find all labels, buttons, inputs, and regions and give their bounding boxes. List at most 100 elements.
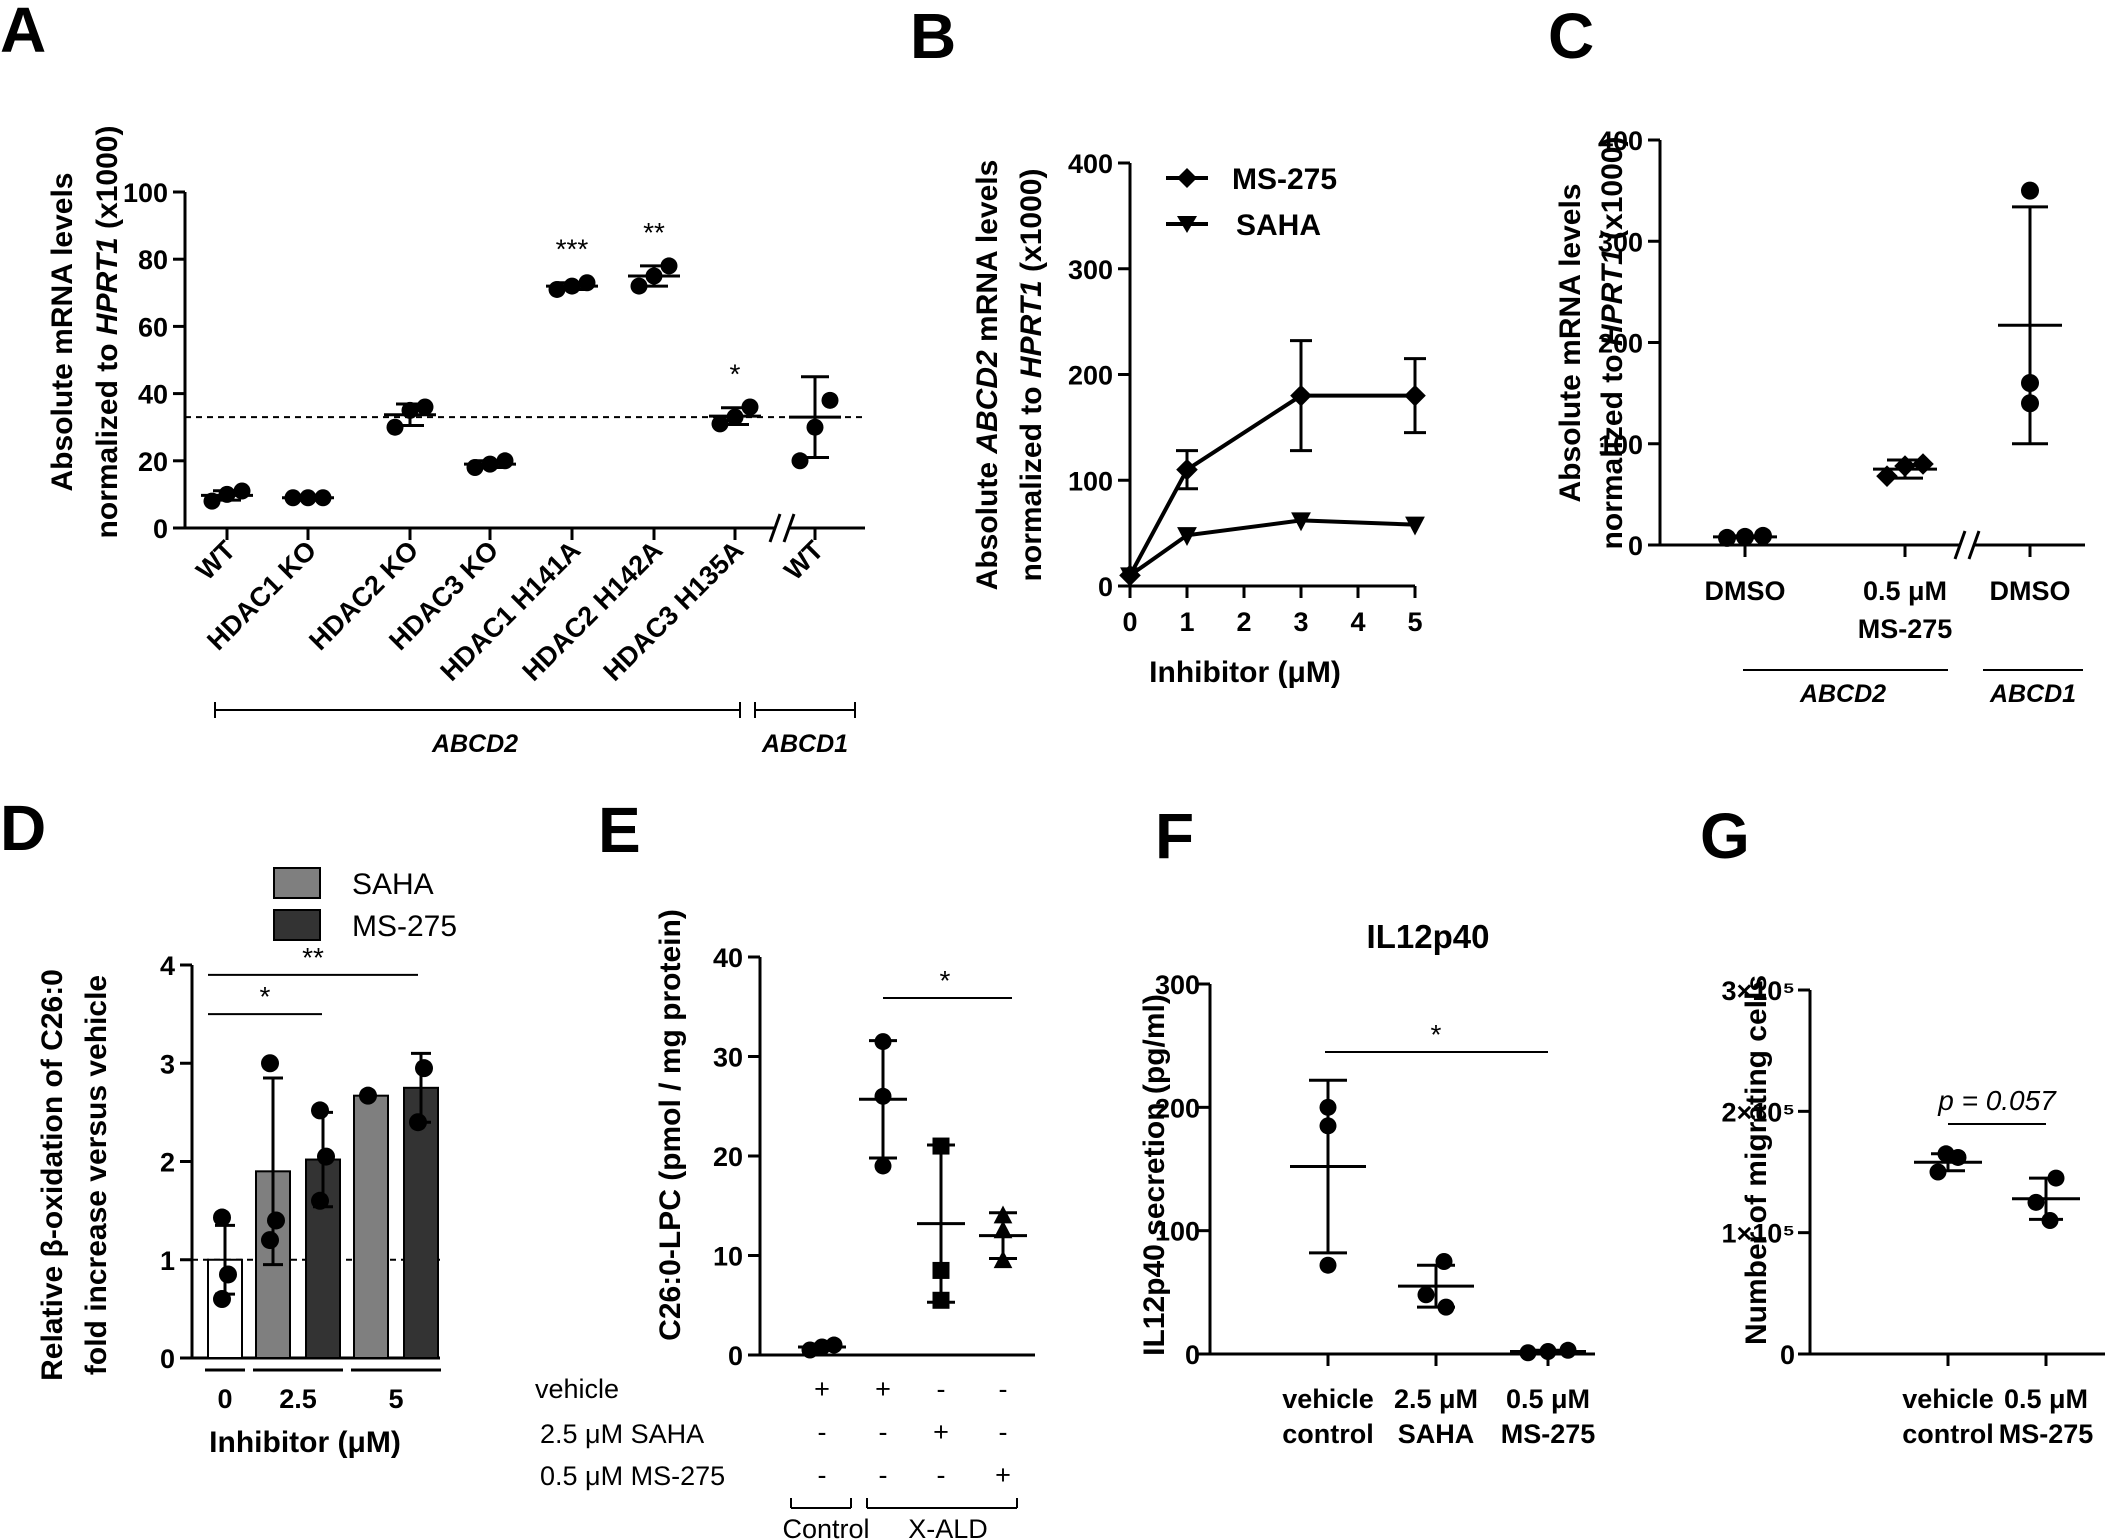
- panel-label-e: E: [598, 794, 641, 866]
- panel-e-groups: Control X-ALD: [782, 1514, 987, 1539]
- panel-e-group-0: Control: [782, 1514, 869, 1539]
- panel-g-xtick-1b: MS-275: [1999, 1419, 2094, 1449]
- panel-b-xlabel: Inhibitor (μM): [1149, 656, 1341, 689]
- panel-b-series-line-saha: [1128, 518, 1416, 578]
- panel-c-point-0-2: [1754, 526, 1772, 545]
- panel-a-point-2-1: [401, 401, 419, 419]
- panel-e-cond-2-2: -: [937, 1460, 946, 1490]
- panel-b-xtick-5: 5: [1407, 607, 1422, 637]
- panel-a-group-1: ABCD1: [761, 730, 848, 758]
- panel-b-saha-point-3: [1405, 516, 1425, 536]
- panel-b-saha-point-0: [1120, 567, 1140, 587]
- panel-f-point-2-1: [1539, 1343, 1557, 1361]
- panel-g-ytick-2: 2×10⁵: [1722, 1097, 1796, 1127]
- panel-f-x-tick-labels: vehicle control 2.5 μM SAHA 0.5 μM MS-27…: [1282, 1384, 1595, 1449]
- panel-a-point-0-2: [233, 482, 251, 500]
- panel-label-d: D: [0, 792, 46, 864]
- panel-e-row-label-2: 0.5 μM MS-275: [540, 1461, 725, 1491]
- panel-e-point-2-1: [932, 1261, 950, 1279]
- panel-e-ylabel: C26:0-LPC (pmol / mg protein): [654, 909, 687, 1341]
- panel-b-saha-point-2: [1291, 512, 1311, 532]
- panel-e-cond-2-0: -: [937, 1374, 946, 1404]
- panel-g-point-1-2: [2047, 1169, 2065, 1187]
- panel-e-cond-2-1: +: [933, 1417, 949, 1447]
- panel-c: C Absolute mRNA levels normalized to HPR…: [1548, 0, 2085, 708]
- panel-label-f: F: [1155, 800, 1194, 872]
- panel-e-cond-1-0: +: [875, 1374, 891, 1404]
- panel-b-legend: MS-275 SAHA: [1166, 163, 1337, 242]
- panel-e-row-labels: vehicle 2.5 μM SAHA 0.5 μM MS-275: [535, 1374, 725, 1491]
- panel-label-c: C: [1548, 0, 1594, 72]
- panel-a-point-0-0: [203, 492, 221, 510]
- panel-a-significance: *** ** *: [556, 217, 741, 390]
- panel-f-point-0-1: [1319, 1117, 1337, 1135]
- panel-e-point-3-2: [993, 1205, 1013, 1224]
- legend-label-saha: SAHA: [1236, 209, 1321, 242]
- panel-a-point-7-2: [821, 391, 839, 409]
- panel-e-point-1-2: [874, 1033, 892, 1051]
- panel-d-legend: SAHA MS-275: [273, 867, 457, 943]
- panel-f-point-0-0: [1319, 1256, 1337, 1274]
- panel-a-point-1-1: [299, 489, 317, 507]
- panel-f-ytick-2: 200: [1155, 1093, 1200, 1123]
- panel-e-y-tick-labels: 0 10 20 30 40: [713, 943, 743, 1371]
- panel-a-ytick-5: 100: [123, 178, 168, 208]
- panel-f-xtick-0b: control: [1282, 1419, 1374, 1449]
- panel-d-ytick-4: 4: [160, 951, 175, 981]
- panel-c-ytick-4: 400: [1598, 126, 1643, 156]
- panel-a-point-6-0: [711, 415, 729, 433]
- panel-c-xtick-0: DMSO: [1705, 576, 1786, 606]
- panel-a-point-7-1: [806, 418, 824, 436]
- panel-f-ytick-3: 300: [1155, 970, 1200, 1000]
- panel-a-point-2-0: [386, 418, 404, 436]
- panel-c-point-2-1: [2021, 374, 2039, 392]
- panel-g-axes: [1798, 988, 2105, 1366]
- panel-g-marks: [1914, 1145, 2080, 1230]
- panel-f-ytick-0: 0: [1185, 1340, 1200, 1370]
- panel-e: E C26:0-LPC (pmol / mg protein) 0 10 20 …: [535, 794, 1035, 1539]
- panel-a-y-tick-labels: 0 20 40 60 80 100: [123, 178, 168, 544]
- panel-g: G Number of migrating cells 0 1×10⁵ 2×10…: [1700, 800, 2105, 1449]
- panel-c-group-1: ABCD1: [1989, 680, 2076, 708]
- panel-a-point-3-1: [481, 455, 499, 473]
- panel-d-x-tick-labels: 0 2.5 5: [217, 1384, 403, 1414]
- panel-a-ytick-4: 80: [138, 245, 168, 275]
- panel-f-point-2-0: [1519, 1344, 1537, 1362]
- panel-g-point-1-1: [2027, 1193, 2045, 1211]
- panel-f-xtick-1a: 2.5 μM: [1394, 1384, 1478, 1414]
- panel-e-point-3-0: [993, 1250, 1013, 1269]
- panel-d-sig-1: **: [302, 942, 324, 973]
- panel-d-ylabel-line1: Relative β-oxidation of C26:0: [36, 969, 69, 1381]
- panel-f-point-2-2: [1559, 1341, 1577, 1359]
- panel-c-axis-break-b: [1967, 530, 1981, 560]
- panel-c-point-2-0: [2021, 394, 2039, 413]
- panel-b-xtick-0: 0: [1122, 607, 1137, 637]
- panel-a-point-0-1: [218, 485, 236, 503]
- panel-d-bar-0-point-0: [213, 1290, 231, 1309]
- panel-c-y-tick-labels: 0 100 200 300 400: [1598, 126, 1643, 561]
- panel-label-b: B: [910, 0, 956, 72]
- panel-a-point-4-2: [578, 274, 596, 292]
- legend-label-ms275-d: MS-275: [352, 910, 457, 943]
- panel-g-y-tick-labels: 0 1×10⁵ 2×10⁵ 3×10⁵: [1722, 976, 1796, 1370]
- panel-b-xtick-4: 4: [1350, 607, 1365, 637]
- panel-f-xtick-1b: SAHA: [1398, 1419, 1475, 1449]
- panel-d-ytick-0: 0: [160, 1344, 175, 1374]
- panel-d-bar-1-point-1: [267, 1211, 285, 1230]
- panel-c-point-0-1: [1736, 527, 1754, 546]
- panel-c-xtick-1a: 0.5 μM: [1863, 576, 1947, 606]
- panel-c-ytick-2: 200: [1598, 329, 1643, 359]
- panel-a-xtick-0: WT: [190, 535, 241, 586]
- panel-d-significance: * **: [260, 942, 324, 1012]
- panel-g-xtick-1a: 0.5 μM: [2004, 1384, 2088, 1414]
- legend-label-ms275: MS-275: [1232, 163, 1337, 196]
- panel-f-ylabel: IL12p40 secretion (pg/ml): [1138, 994, 1171, 1356]
- panel-a-point-5-0: [630, 277, 648, 295]
- panel-d-xtick-0: 0: [217, 1384, 232, 1414]
- panel-a-ytick-2: 40: [138, 380, 168, 410]
- panel-f-ytick-1: 100: [1155, 1217, 1200, 1247]
- panel-d-ytick-3: 3: [160, 1049, 175, 1079]
- panel-f-sig-0: *: [1431, 1019, 1442, 1050]
- panel-d-bar-0-point-1: [219, 1265, 237, 1284]
- panel-d-bar-3: [353, 1094, 389, 1359]
